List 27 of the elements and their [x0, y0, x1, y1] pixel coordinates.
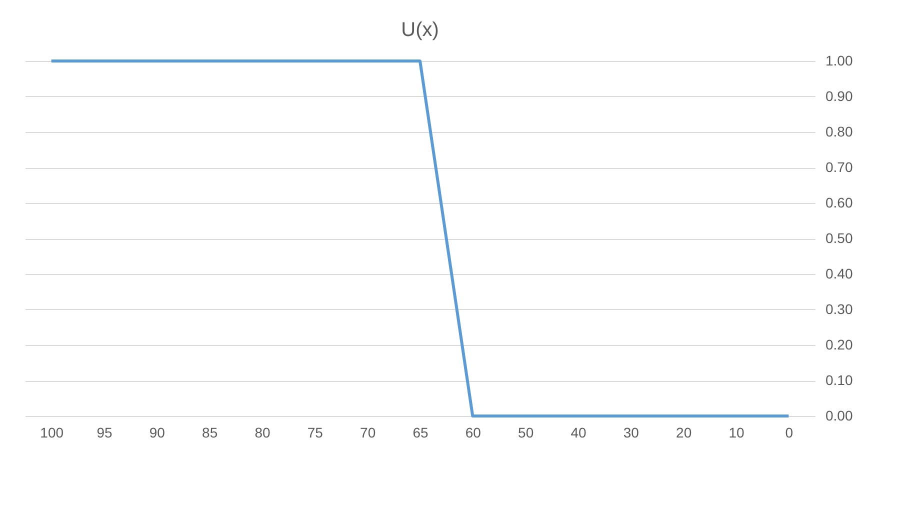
y-tick-label: 0.60 — [826, 194, 853, 210]
x-tick-label: 50 — [518, 424, 534, 440]
x-tick-label: 80 — [254, 424, 270, 440]
y-tick-label: 0.50 — [826, 230, 853, 246]
x-tick-label: 100 — [40, 424, 64, 440]
x-tick-label: 75 — [307, 424, 324, 440]
x-tick-label: 30 — [623, 424, 640, 440]
y-tick-label: 0.00 — [826, 408, 853, 424]
y-tick-label: 0.10 — [826, 372, 853, 388]
y-tick-label: 0.90 — [826, 88, 853, 104]
y-tick-label: 0.40 — [826, 266, 853, 282]
x-tick-label: 95 — [96, 424, 112, 440]
x-tick-label: 70 — [360, 424, 376, 440]
x-tick-label: 90 — [149, 424, 166, 440]
x-tick-label: 20 — [676, 424, 692, 440]
y-tick-label: 1.00 — [826, 52, 853, 68]
x-tick-label: 60 — [465, 424, 482, 440]
y-tick-label: 0.80 — [826, 124, 853, 140]
y-tick-label: 0.70 — [826, 159, 853, 175]
x-tick-label: 0 — [785, 424, 794, 440]
y-tick-label: 0.30 — [826, 301, 853, 317]
x-tick-label: 10 — [728, 424, 744, 440]
x-tick-label: 85 — [202, 424, 218, 440]
x-tick-label: 40 — [570, 424, 586, 440]
x-tick-label: 65 — [412, 424, 428, 440]
chart-title: U(x) — [401, 19, 439, 41]
y-tick-label: 0.20 — [826, 336, 853, 352]
